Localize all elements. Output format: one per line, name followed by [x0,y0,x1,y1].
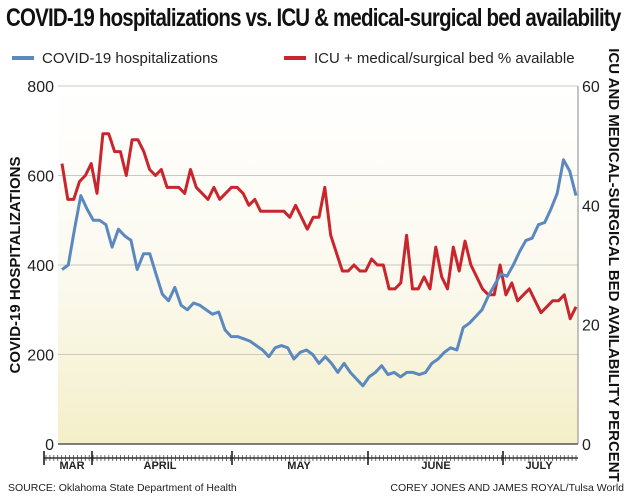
source-note: SOURCE: Oklahoma State Department of Hea… [8,482,237,494]
gridlines [58,85,579,445]
x-axis [43,451,578,465]
month-labels: MAR APRIL MAY JUNE JULY [59,460,553,472]
left-y-tick-labels: 0 200 400 600 800 [27,79,54,454]
right-axis-title: ICU AND MEDICAL-SURGICAL BED AVAILABILIT… [605,48,622,482]
left-tick-label-800: 800 [27,79,54,96]
legend-label-bed-availability: ICU + medical/surgical bed % available [314,49,575,67]
right-y-tick-labels: 0 20 40 60 [582,79,600,454]
credit-note: COREY JONES AND JAMES ROYAL/Tulsa World [390,482,624,494]
legend-bed-availability: ICU + medical/surgical bed % available [284,48,575,68]
left-tick-label-0: 0 [45,437,54,454]
month-label-mar: MAR [59,460,84,472]
month-label-april: APRIL [144,460,177,472]
month-label-june: JUNE [421,460,450,472]
left-tick-label-200: 200 [27,348,54,365]
right-tick-label-0: 0 [582,437,591,454]
month-label-july: JULY [525,460,553,472]
legend-label-hospitalizations: COVID-19 hospitalizations [42,49,218,67]
left-axis-title: COVID-19 HOSPITALIZATIONS [7,157,24,374]
right-tick-label-60: 60 [582,79,600,96]
legend-swatch-red [284,56,306,60]
month-label-may: MAY [287,460,311,472]
right-tick-label-20: 20 [582,318,600,335]
legend-hospitalizations: COVID-19 hospitalizations [12,48,218,68]
left-tick-label-600: 600 [27,169,54,186]
hospitalizations-line [61,158,578,388]
legend-swatch-blue [12,56,34,60]
right-tick-label-40: 40 [582,198,600,215]
chart-title: COVID-19 hospitalizations vs. ICU & medi… [6,4,621,32]
left-tick-label-400: 400 [27,258,54,275]
